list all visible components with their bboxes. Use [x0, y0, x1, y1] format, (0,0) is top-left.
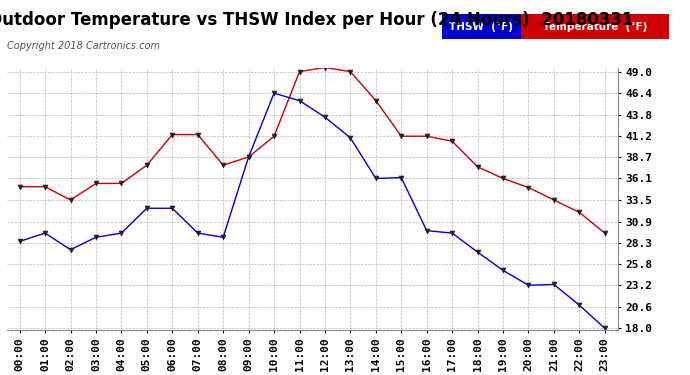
- Text: Copyright 2018 Cartronics.com: Copyright 2018 Cartronics.com: [7, 41, 160, 51]
- Text: Temperature  (°F): Temperature (°F): [543, 22, 647, 32]
- Text: THSW  (°F): THSW (°F): [449, 22, 513, 32]
- Text: Outdoor Temperature vs THSW Index per Hour (24 Hours)  20180331: Outdoor Temperature vs THSW Index per Ho…: [0, 11, 633, 29]
